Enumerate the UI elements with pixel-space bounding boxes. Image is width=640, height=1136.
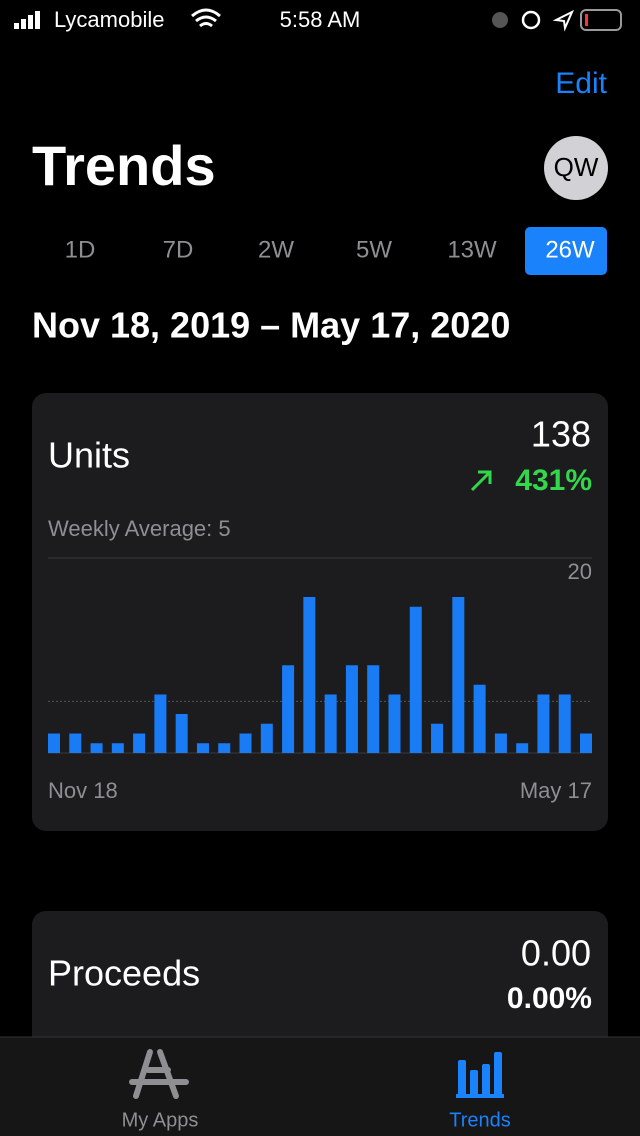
range-highlight	[525, 227, 607, 275]
bar	[367, 665, 380, 753]
bar	[133, 733, 146, 753]
tab-label[interactable]: Trends	[449, 1109, 511, 1131]
units-change: 431%	[515, 464, 592, 497]
avatar-initials: QW	[554, 152, 599, 182]
range-option[interactable]: 26W	[545, 236, 595, 263]
bar	[282, 665, 295, 753]
range-selector: 1D 7D 2W 5W 13W 26W	[65, 227, 607, 275]
bar	[388, 694, 401, 753]
weekly-average: Weekly Average: 5	[48, 516, 231, 541]
proceeds-total: 0.00	[521, 933, 591, 974]
bar	[154, 694, 167, 753]
carrier: Lycamobile	[54, 7, 164, 32]
bar	[260, 723, 273, 753]
up-arrow-icon	[470, 470, 492, 492]
bar	[494, 733, 507, 753]
bar	[303, 597, 316, 753]
bar	[431, 723, 444, 753]
bar	[452, 597, 465, 753]
range-option[interactable]: 13W	[447, 236, 497, 263]
range-option[interactable]: 1D	[65, 236, 96, 263]
proceeds-change: 0.00%	[507, 982, 592, 1015]
bar	[580, 733, 592, 753]
range-option[interactable]: 2W	[258, 236, 294, 263]
battery-level	[585, 14, 588, 26]
moon-icon	[492, 12, 508, 28]
bar	[90, 743, 103, 753]
bar	[409, 606, 422, 753]
bar	[473, 684, 486, 753]
bar	[69, 733, 82, 753]
clock: 5:58 AM	[280, 7, 361, 32]
units-total: 138	[531, 414, 591, 455]
avatar[interactable]	[544, 136, 608, 200]
lock-icon	[521, 10, 541, 30]
range-option[interactable]: 7D	[163, 236, 194, 263]
bar	[537, 694, 550, 753]
edit-button[interactable]: Edit	[555, 67, 607, 100]
my-apps-icon	[129, 1049, 189, 1099]
tab-label[interactable]: My Apps	[122, 1109, 199, 1131]
bar	[516, 743, 529, 753]
bar	[239, 733, 252, 753]
tab-bar	[0, 1037, 640, 1136]
card-title: Proceeds	[48, 953, 200, 994]
bar	[48, 733, 60, 753]
bar	[345, 665, 358, 753]
x-tick-label: Nov 18	[48, 778, 118, 803]
range-option[interactable]: 5W	[356, 236, 392, 263]
location-icon	[552, 9, 575, 32]
signal-icon	[14, 11, 40, 29]
wifi-icon	[191, 8, 221, 28]
bar	[196, 743, 209, 753]
bar	[218, 743, 231, 753]
trends-icon	[456, 1052, 504, 1098]
bar	[324, 694, 337, 753]
battery-icon	[580, 9, 622, 31]
card-title: Units	[48, 435, 130, 476]
date-range: Nov 18, 2019 – May 17, 2020	[32, 305, 510, 346]
units-chart: 20 Nov 18 May 17	[48, 557, 592, 803]
page-title: Trends	[32, 134, 216, 197]
bar	[111, 743, 124, 753]
bar	[558, 694, 571, 753]
bar	[175, 714, 188, 753]
y-tick-label: 20	[568, 559, 592, 584]
x-tick-label: May 17	[520, 778, 592, 803]
